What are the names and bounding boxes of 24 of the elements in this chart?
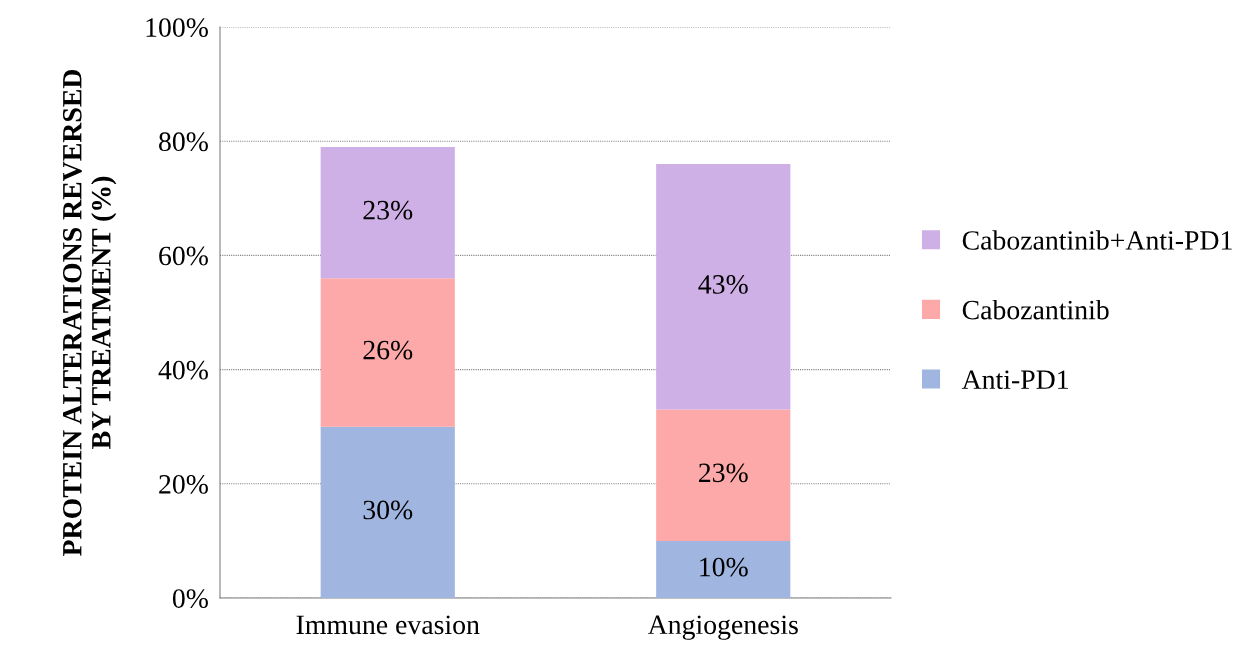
data-label: 26% [363, 340, 413, 360]
y-tick-label: 20% [159, 474, 208, 494]
legend-label: Cabozantinib+Anti-PD1 [962, 230, 1232, 250]
data-label: 23% [363, 200, 413, 220]
bar [320, 426, 455, 598]
data-label: 30% [363, 500, 413, 520]
y-axis-title: PROTEIN ALTERATIONS REVERSED BY TREATMENT (%) [62, 69, 117, 556]
bar [320, 278, 455, 427]
y-tick-label: 100% [146, 18, 208, 37]
x-tick-label: Immune evasion [296, 615, 480, 635]
bar [656, 409, 791, 541]
y-tick-label: 60% [159, 246, 208, 266]
y-tick-label: 0% [172, 589, 208, 608]
y-tick-label: 40% [158, 360, 208, 380]
x-tick-label: Angiogenesis [647, 615, 798, 640]
data-label: 23% [699, 463, 748, 483]
bar [656, 540, 791, 598]
data-label: 10% [700, 557, 748, 577]
data-label: 43% [698, 275, 748, 294]
legend-label: Anti-PD1 [961, 370, 1068, 390]
bar [320, 146, 455, 279]
y-tick-label: 80% [159, 132, 208, 152]
bar [656, 164, 791, 410]
legend-label: Cabozantinib [962, 299, 1109, 320]
